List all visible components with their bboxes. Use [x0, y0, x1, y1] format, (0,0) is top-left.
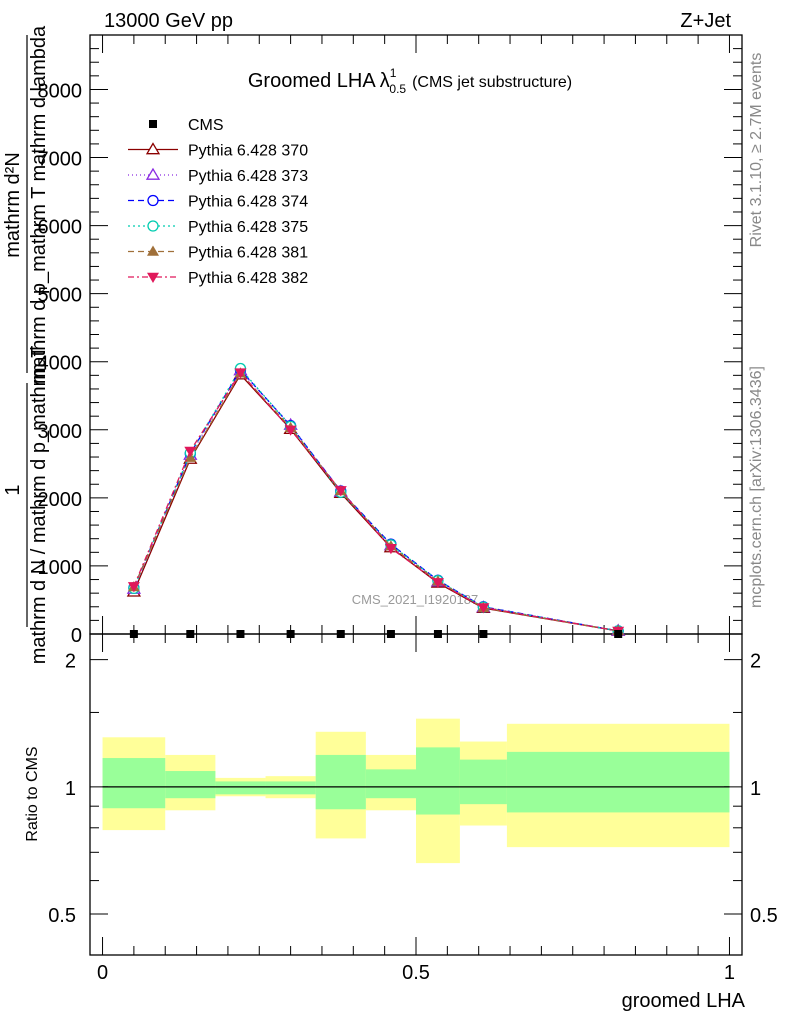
ylabel-prefactor-den: mathrm d N / mathrm d p_mathrm T	[28, 346, 50, 665]
xtick-label: 1	[724, 962, 735, 984]
series-layer	[126, 362, 626, 638]
main-ytick-label: 7000	[38, 149, 83, 171]
ratio-ylabel: Ratio to CMS	[24, 746, 41, 841]
main-ytick-label: 3000	[38, 421, 83, 443]
band-inner-bin	[215, 781, 266, 795]
main-ytick-label: 4000	[38, 353, 83, 375]
legend-marker	[149, 120, 157, 128]
cms-point	[336, 630, 345, 638]
legend: CMS Pythia 6.428 370 Pythia 6.428 373 Pythi…	[128, 117, 308, 287]
series-point	[477, 603, 490, 614]
legend-item: Pythia 6.428 370	[128, 142, 308, 160]
ratio-bands	[102, 718, 730, 864]
main-ytick-label: 5000	[38, 285, 83, 307]
legend-marker	[147, 272, 159, 283]
legend-label: Pythia 6.428 375	[188, 219, 308, 236]
watermark: CMS_2021_I1920187	[352, 592, 479, 607]
legend-item: Pythia 6.428 382	[128, 270, 308, 287]
legend-label: CMS	[188, 117, 224, 134]
legend-item: Pythia 6.428 375	[128, 219, 308, 236]
ylabel-numerator: mathrm d²N	[2, 152, 24, 258]
xtick-label: 0.5	[402, 962, 430, 984]
series-6	[127, 368, 625, 637]
legend-marker	[145, 142, 161, 155]
ratio-ytick-label-right: 1	[750, 778, 761, 800]
cms-point	[433, 630, 442, 638]
series-point	[184, 446, 197, 457]
header-left: 13000 GeV pp	[104, 10, 233, 32]
main-ytick-label: 8000	[38, 80, 83, 102]
title-sup: 1	[390, 66, 397, 80]
legend-marker	[147, 220, 159, 232]
ratio-ytick-label-right: 2	[750, 651, 761, 673]
legend-marker	[147, 245, 159, 256]
legend-item: Pythia 6.428 381	[128, 245, 308, 262]
legend-label: Pythia 6.428 374	[188, 194, 308, 211]
title-sub: 0.5	[389, 82, 406, 96]
side-label-mcplots: mcplots.cern.ch [arXiv:1306.3436]	[748, 366, 765, 608]
band-inner-bin	[102, 758, 166, 809]
series-point	[127, 582, 140, 593]
xtick-label: 0	[97, 962, 108, 984]
cms-point	[129, 630, 138, 638]
legend-label: Pythia 6.428 373	[188, 168, 308, 185]
title-main: Groomed LHA	[248, 70, 376, 92]
title-suffix: (CMS jet substructure)	[412, 74, 572, 91]
ratio-ytick-label: 0.5	[48, 905, 76, 927]
band-inner-bin	[459, 759, 507, 805]
legend-label: Pythia 6.428 382	[188, 270, 308, 287]
main-ytick-label: 0	[71, 625, 82, 647]
ylabel-denominator: mathrm d p_mathrm T mathrm d lambda	[28, 25, 50, 384]
ratio-ytick-label: 2	[65, 651, 76, 673]
legend-marker	[145, 167, 161, 180]
legend-label: Pythia 6.428 381	[188, 245, 308, 262]
band-inner-bin	[165, 771, 216, 799]
cms-point	[479, 630, 488, 638]
main-ytick-label: 1000	[38, 557, 83, 579]
y-axis-label-top: 1 mathrm d N / mathrm d p_mathrm T mathr…	[2, 25, 50, 664]
series-point	[384, 544, 397, 555]
band-inner-bin	[416, 747, 460, 815]
ratio-ytick-label-right: 0.5	[750, 905, 778, 927]
cms-point	[286, 630, 295, 638]
band-inner-bin	[365, 769, 416, 799]
cms-point	[236, 630, 245, 638]
main-ytick-label: 2000	[38, 489, 83, 511]
band-inner-bin	[506, 751, 730, 813]
legend-item: Pythia 6.428 374	[128, 194, 308, 211]
legend-marker	[147, 194, 159, 207]
series-point	[334, 486, 347, 497]
x-axis-label: groomed LHA	[622, 990, 746, 1012]
legend-item: CMS	[149, 117, 224, 134]
ylabel-prefactor-num: 1	[2, 484, 24, 495]
ratio-ytick-label: 1	[65, 778, 76, 800]
legend-label: Pythia 6.428 370	[188, 143, 308, 160]
series-point	[431, 578, 444, 589]
series-point	[284, 425, 297, 436]
main-ytick-label: 6000	[38, 217, 83, 239]
band-inner-bin	[265, 781, 316, 795]
plot-title: Groomed LHA λ1 0.5 (CMS jet substructure)	[248, 66, 572, 96]
cms-point	[386, 630, 395, 638]
side-label-rivet: Rivet 3.1.10, ≥ 2.7M events	[748, 53, 765, 248]
title-symbol: λ	[380, 70, 390, 92]
legend-item: Pythia 6.428 373	[128, 167, 308, 185]
main-axes: 0 1000 2000 3000 4000 5000 6000 7000 8000	[38, 34, 743, 647]
band-inner-bin	[315, 754, 366, 810]
series-point	[234, 368, 247, 379]
series-cms	[129, 630, 623, 638]
cms-point	[614, 630, 623, 638]
cms-point	[186, 630, 195, 638]
header-right: Z+Jet	[680, 10, 731, 32]
